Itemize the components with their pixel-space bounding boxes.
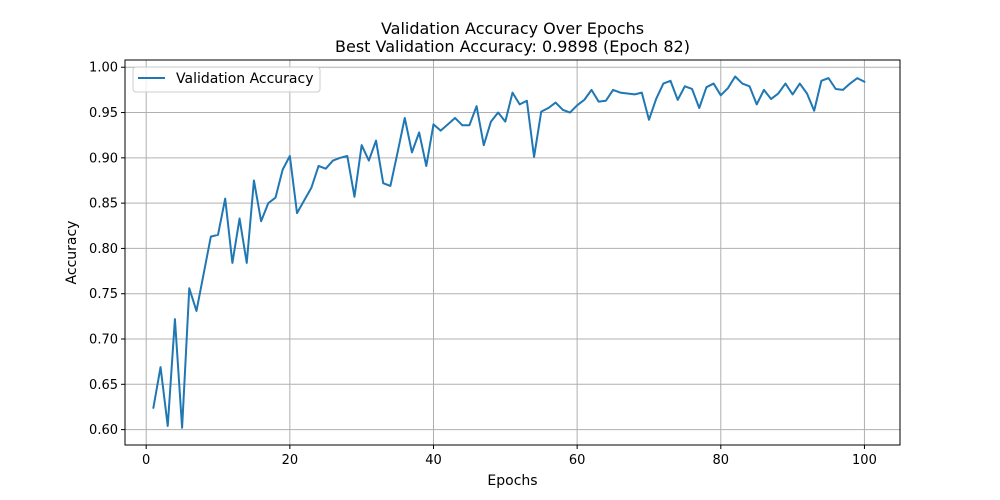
series-layer <box>152 75 866 429</box>
y-axis-label: Accuracy <box>64 221 80 285</box>
legend: Validation Accuracy <box>132 66 321 93</box>
y-tick-label: 0.80 <box>89 242 118 257</box>
axis-ticks: 0 20 40 60 80 100 0.60 0.65 0.70 0.75 0.80 0.85 0.90… <box>89 61 877 468</box>
y-tick-label: 0.65 <box>89 378 118 393</box>
legend-box <box>132 66 321 93</box>
x-tick-label: 100 <box>852 453 877 468</box>
x-axis-label: Epochs <box>487 473 537 489</box>
x-tick-label: 80 <box>713 453 730 468</box>
y-tick-label: 0.60 <box>89 423 118 438</box>
plot-frame <box>124 59 901 446</box>
x-tick-label: 40 <box>425 453 442 468</box>
y-tick-label: 0.85 <box>89 197 118 212</box>
series-line-validation-accuracy <box>152 75 866 429</box>
y-tick-label: 0.90 <box>89 151 118 166</box>
y-tick-label: 0.95 <box>89 106 118 121</box>
legend-label-validation-accuracy: Validation Accuracy <box>176 71 314 87</box>
y-tick-label: 0.75 <box>89 287 118 302</box>
y-tick-label: 0.70 <box>89 333 118 348</box>
x-tick-label: 0 <box>142 453 150 468</box>
chart-subtitle: Best Validation Accuracy: 0.9898 (Epoch … <box>335 37 690 56</box>
x-tick-label: 60 <box>569 453 586 468</box>
chart-title: Validation Accuracy Over Epochs <box>381 19 644 38</box>
x-tick-label: 20 <box>282 453 299 468</box>
y-tick-label: 1.00 <box>89 61 118 76</box>
